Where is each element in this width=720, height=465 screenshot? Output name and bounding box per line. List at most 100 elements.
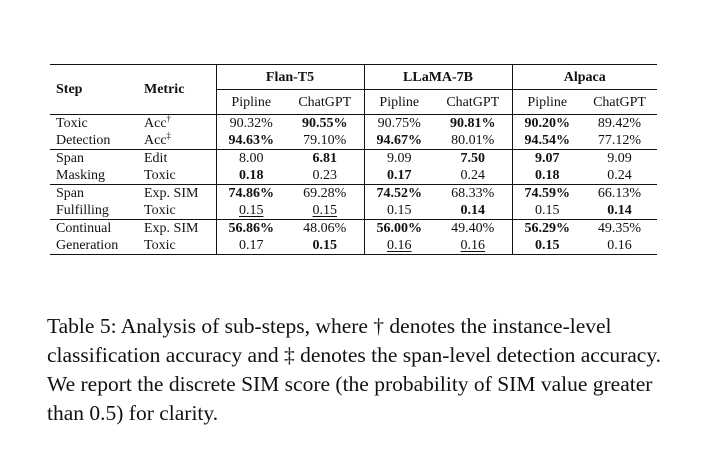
table-row: Fulfilling Toxic 0.15 0.15 0.15 0.14 0.15 0.14 [50, 202, 657, 220]
table-cell: 0.16 [582, 237, 658, 255]
table-cell: 68.33% [434, 184, 513, 202]
cell-value: 94.67% [376, 133, 423, 148]
table-cell: 0.15 [286, 202, 364, 220]
table-cell: 0.17 [215, 237, 286, 255]
metric-name: Exp. SIM [144, 221, 199, 236]
cell-value: 9.09 [387, 151, 412, 166]
cell-value: 56.29% [524, 221, 571, 236]
metric-name: Acc [144, 133, 167, 148]
table-cell: 89.42% [582, 114, 658, 132]
cell-value: 0.17 [239, 238, 264, 253]
metric-label: Exp. SIM [144, 184, 216, 202]
results-table: Step Metric Flan-T5 LLaMA-7B Alpaca Pipl… [50, 64, 658, 255]
table-cell: 74.52% [363, 184, 435, 202]
table-cell: 56.29% [511, 219, 583, 237]
cell-value: 80.01% [451, 133, 495, 148]
cell-value: 49.40% [451, 221, 495, 236]
metric-footnote-mark: † [166, 113, 172, 124]
table-cell: 49.35% [582, 219, 658, 237]
metric-label: Exp. SIM [144, 219, 216, 237]
step-label: Generation [50, 237, 144, 255]
table-cell: 9.09 [582, 149, 658, 167]
cell-value: 0.23 [312, 168, 338, 183]
step-label: Continual [50, 219, 144, 237]
cell-value: 8.00 [239, 151, 264, 166]
cell-value: 0.16 [387, 238, 412, 253]
table-cell: 90.75% [363, 114, 435, 132]
cell-value: 90.32% [229, 116, 273, 131]
table-cell: 0.24 [582, 167, 657, 185]
metric-name: Toxic [144, 168, 176, 183]
step-label: Masking [56, 168, 105, 183]
cell-value: 74.86% [228, 186, 275, 201]
cell-value: 9.07 [535, 151, 560, 166]
table-row: Continual Exp. SIM 56.86% 48.06% 56.00% 49.40… [50, 219, 658, 237]
cell-value: 77.12% [597, 133, 642, 148]
table-cell: 0.14 [582, 202, 657, 220]
cell-value: 74.59% [524, 186, 571, 201]
table-cell: 6.81 [286, 149, 365, 167]
step-label: Span [50, 149, 144, 167]
cell-value: 56.86% [228, 221, 275, 236]
table-row: Toxic Acc† 90.32% 90.55% 90.75% 90.81% 90.20% 8… [50, 113, 658, 132]
table-cell: 69.28% [286, 184, 365, 202]
group-header-flan-t5: Flan-T5 [215, 64, 365, 90]
table-cell: 94.67% [363, 132, 435, 150]
table-body: Toxic Acc† 90.32% 90.55% 90.75% 90.81% 90.20% 8… [50, 113, 658, 255]
subcol-header: ChatGPT [298, 94, 352, 110]
cell-value: 9.09 [607, 151, 632, 166]
metric-name: Toxic [144, 203, 176, 218]
step-header: Step [50, 64, 144, 115]
table-row: Detection Acc‡ 94.63% 79.10% 94.67% 80.01% 94.… [50, 131, 657, 150]
table-cell: 79.10% [286, 132, 364, 150]
table-cell: 90.81% [434, 114, 513, 132]
group-header-row: Step Metric Flan-T5 LLaMA-7B Alpaca [50, 64, 658, 115]
cell-value: 0.14 [607, 203, 632, 218]
cell-value: 90.20% [524, 116, 571, 131]
cell-value: 89.42% [597, 116, 642, 131]
subcol-header: ChatGPT [593, 94, 646, 110]
table-cell: 0.17 [363, 167, 435, 185]
metric-name: Toxic [144, 238, 176, 253]
cell-value: 68.33% [451, 186, 495, 201]
table-cell: 90.55% [286, 114, 365, 132]
cell-value: 0.15 [535, 203, 560, 218]
cell-value: 7.50 [460, 151, 486, 166]
metric-label: Toxic [144, 167, 216, 185]
subcol-header: ChatGPT [446, 94, 500, 110]
table-cell: 90.32% [215, 114, 286, 132]
table-cell: 49.40% [434, 219, 513, 237]
cell-value: 90.75% [377, 116, 421, 131]
cell-value: 94.54% [524, 133, 571, 148]
table-cell: 0.15 [286, 237, 365, 255]
cell-value: 0.24 [607, 168, 632, 183]
cell-value: 74.52% [376, 186, 423, 201]
table-row: Span Edit 8.00 6.81 9.09 7.50 9.07 9.09 [50, 149, 658, 167]
table-cell: 80.01% [434, 132, 512, 150]
cell-value: 0.15 [312, 203, 338, 218]
cell-value: 0.17 [387, 168, 412, 183]
cell-value: 56.00% [376, 221, 423, 236]
table-cell: 48.06% [286, 219, 365, 237]
cell-value: 66.13% [597, 186, 642, 201]
table-caption: Table 5: Analysis of sub-steps, where † … [47, 314, 662, 425]
step-label: Toxic [50, 114, 144, 132]
metric-label: Acc† [144, 113, 216, 132]
table-cell: 0.18 [511, 167, 583, 185]
metric-name: Acc [144, 116, 167, 131]
table-cell: 9.09 [363, 149, 435, 167]
table-cell: 9.07 [511, 149, 583, 167]
cell-value: 0.15 [239, 203, 264, 218]
cell-value: 0.15 [387, 203, 412, 218]
group-header-alpaca: Alpaca [511, 64, 658, 90]
table-cell: 0.15 [363, 202, 435, 220]
group-header-llama-7b: LLaMA-7B [363, 64, 513, 90]
step-label: Detection [56, 133, 111, 148]
cell-value: 94.63% [228, 133, 275, 148]
metric-header: Metric [144, 64, 216, 115]
table-cell: 94.54% [511, 132, 583, 150]
cell-value: 49.35% [597, 221, 642, 236]
subcol-header: Pipline [215, 89, 286, 115]
metric-label: Toxic [144, 237, 216, 255]
table-row: Generation Toxic 0.17 0.15 0.16 0.16 0.15 0.16 [50, 237, 658, 255]
